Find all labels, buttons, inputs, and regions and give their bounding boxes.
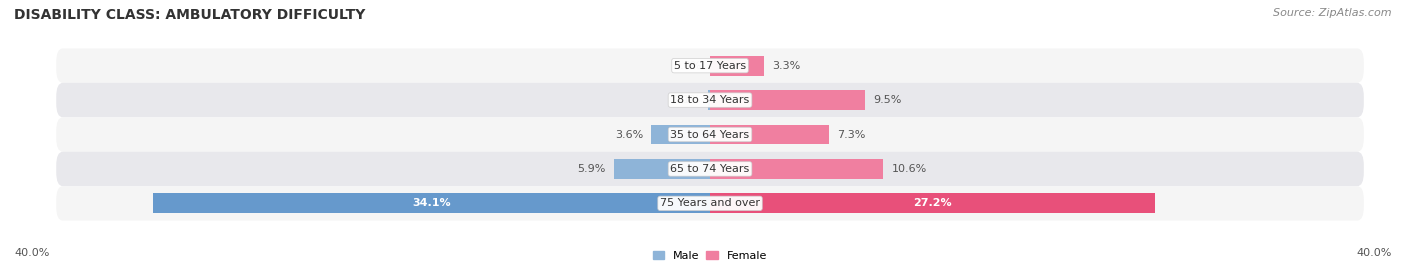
- Text: 35 to 64 Years: 35 to 64 Years: [671, 129, 749, 140]
- Bar: [710, 90, 865, 110]
- FancyBboxPatch shape: [56, 48, 1364, 83]
- Text: 34.1%: 34.1%: [412, 198, 451, 208]
- Text: 5 to 17 Years: 5 to 17 Years: [673, 61, 747, 71]
- Text: 18 to 34 Years: 18 to 34 Years: [671, 95, 749, 105]
- Text: 3.6%: 3.6%: [614, 129, 643, 140]
- FancyBboxPatch shape: [56, 186, 1364, 221]
- Text: 7.3%: 7.3%: [838, 129, 866, 140]
- Bar: [710, 125, 830, 144]
- Text: 65 to 74 Years: 65 to 74 Years: [671, 164, 749, 174]
- Text: 75 Years and over: 75 Years and over: [659, 198, 761, 208]
- Text: 27.2%: 27.2%: [912, 198, 952, 208]
- Text: 0.1%: 0.1%: [672, 95, 700, 105]
- Legend: Male, Female: Male, Female: [651, 249, 769, 263]
- Text: 5.9%: 5.9%: [576, 164, 606, 174]
- Text: 10.6%: 10.6%: [891, 164, 927, 174]
- Bar: [153, 193, 710, 213]
- Bar: [710, 56, 763, 76]
- Text: 9.5%: 9.5%: [873, 95, 901, 105]
- Bar: [710, 193, 1154, 213]
- Text: 0.0%: 0.0%: [673, 61, 702, 71]
- FancyBboxPatch shape: [56, 117, 1364, 152]
- FancyBboxPatch shape: [56, 83, 1364, 117]
- Bar: [613, 159, 710, 179]
- Text: 40.0%: 40.0%: [1357, 248, 1392, 258]
- Bar: [710, 159, 883, 179]
- Bar: [651, 125, 710, 144]
- Text: DISABILITY CLASS: AMBULATORY DIFFICULTY: DISABILITY CLASS: AMBULATORY DIFFICULTY: [14, 8, 366, 22]
- Text: 3.3%: 3.3%: [772, 61, 800, 71]
- Text: 40.0%: 40.0%: [14, 248, 49, 258]
- FancyBboxPatch shape: [56, 152, 1364, 186]
- Bar: [709, 90, 710, 110]
- Text: Source: ZipAtlas.com: Source: ZipAtlas.com: [1274, 8, 1392, 18]
